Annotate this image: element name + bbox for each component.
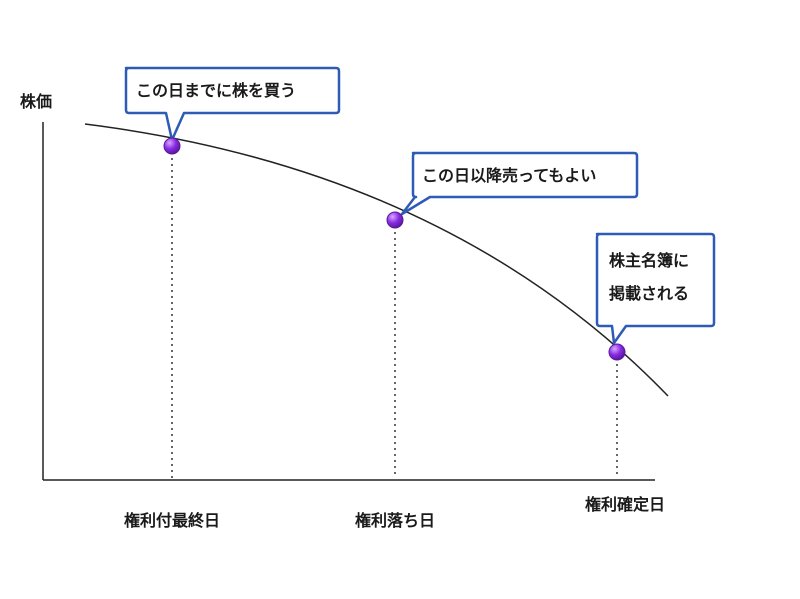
callout-may-sell: この日以降売ってもよい — [400, 151, 639, 216]
callout-1-box — [124, 66, 341, 142]
callout-shareholder-registry: 株主名簿に 掲載される — [595, 232, 716, 345]
callout-3-line-2: 掲載される — [609, 284, 689, 303]
price-curve — [84, 123, 669, 397]
callout-2-line-1: この日以降売ってもよい — [422, 166, 596, 185]
callout-buy-by: この日までに株を買う — [124, 66, 341, 142]
callout-2-box — [400, 151, 639, 216]
callout-1-line-1: この日までに株を買う — [136, 81, 296, 100]
marker-record-date — [608, 343, 626, 361]
date-label-record: 権利確定日 — [585, 495, 665, 514]
marker-last-rights-date — [163, 137, 181, 155]
marker-ex-rights-date — [386, 211, 404, 229]
y-axis-label: 株価 — [20, 92, 52, 111]
callout-3-line-1: 株主名簿に — [609, 251, 689, 270]
callout-3-box — [595, 232, 716, 345]
date-label-ex-rights: 権利落ち日 — [355, 511, 435, 530]
date-label-last-rights: 権利付最終日 — [124, 511, 220, 530]
